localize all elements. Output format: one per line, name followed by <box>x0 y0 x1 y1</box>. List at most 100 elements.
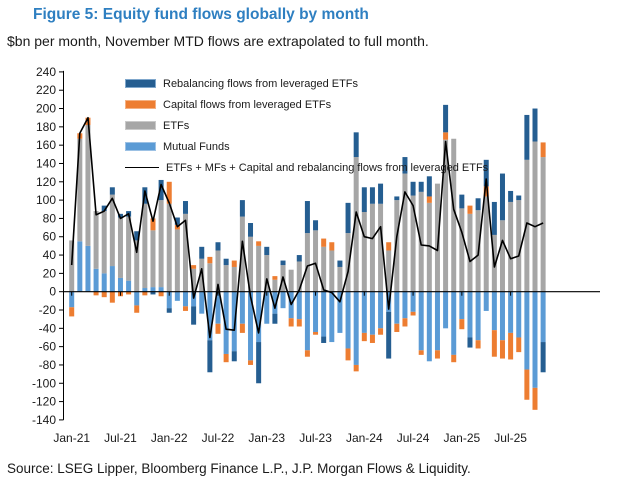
bar-segment <box>508 332 514 360</box>
bar-segment <box>394 196 400 201</box>
bar-segment <box>369 334 375 343</box>
bar-segment <box>117 277 123 292</box>
bar-segment <box>540 291 546 343</box>
bar-segment <box>426 196 432 203</box>
bar-segment <box>345 348 351 361</box>
y-axis-label: 100 <box>36 193 56 207</box>
bar-segment <box>402 173 408 292</box>
bar-segment <box>134 305 140 313</box>
y-axis-label: -40 <box>39 321 57 335</box>
x-axis-label: Jul-24 <box>397 431 430 445</box>
bar-segment <box>101 291 107 298</box>
bar-segment <box>272 291 278 314</box>
bar-segment <box>215 250 221 292</box>
bar-segment <box>345 291 351 349</box>
bar-segment <box>475 198 481 211</box>
bar-segment <box>231 260 237 267</box>
bar-segment <box>174 217 180 225</box>
bar-segment <box>304 291 310 351</box>
bar-segment <box>296 291 302 320</box>
bar-segment <box>410 181 416 196</box>
bar-segment <box>451 138 457 292</box>
source-line: Source: LSEG Lipper, Bloomberg Finance L… <box>7 461 471 476</box>
y-axis-label: 220 <box>36 83 56 97</box>
legend-item-total-line: ETFs + MFs + Capital and rebalancing flo… <box>125 157 488 178</box>
legend-item-rebalancing: Rebalancing flows from leveraged ETFs <box>125 73 488 94</box>
bar-segment <box>394 200 400 292</box>
bar-segment <box>248 236 254 292</box>
y-axis-label: 20 <box>43 266 57 280</box>
bar-segment <box>239 216 245 292</box>
y-axis-label: 160 <box>36 138 56 152</box>
legend-label: Capital flows from leveraged ETFs <box>163 98 332 111</box>
bar-segment <box>296 261 302 292</box>
bar-segment <box>459 194 465 209</box>
bar-segment <box>182 201 188 214</box>
bar-segment <box>475 291 481 341</box>
chart-legend: Rebalancing flows from leveraged ETFs Ca… <box>125 73 488 178</box>
bar-segment <box>361 332 367 342</box>
bar-segment <box>491 291 497 331</box>
bar-segment <box>353 364 359 372</box>
bar-segment <box>361 187 367 213</box>
bar-segment <box>451 291 457 355</box>
bar-segment <box>239 323 245 333</box>
bar-segment <box>93 291 99 296</box>
bar-segment <box>215 323 221 334</box>
legend-label: Rebalancing flows from leveraged ETFs <box>163 77 359 90</box>
x-axis-label: Jul-21 <box>104 431 137 445</box>
x-axis-label: Jan-21 <box>53 431 90 445</box>
x-axis-label: Jul-22 <box>202 431 235 445</box>
x-axis-label: Jan-25 <box>443 431 480 445</box>
bar-segment <box>434 291 440 351</box>
bar-segment <box>361 212 367 292</box>
bar-segment <box>361 291 367 333</box>
bar-segment <box>304 233 310 292</box>
bar-segment <box>386 311 392 359</box>
bar-segment <box>264 291 270 324</box>
bar-segment <box>540 342 546 373</box>
x-axis-label: Jan-23 <box>248 431 285 445</box>
bar-segment <box>337 291 343 333</box>
bar-segment <box>499 220 505 292</box>
bar-segment <box>223 265 229 292</box>
bar-segment <box>199 246 205 259</box>
bar-segment <box>109 291 115 303</box>
bar-segment <box>337 260 343 267</box>
bar-segment <box>459 208 465 292</box>
bar-segment <box>508 201 514 292</box>
y-axis-label: 40 <box>43 248 57 262</box>
bar-segment <box>524 114 530 160</box>
bar-segment <box>418 181 424 192</box>
bar-segment <box>207 291 213 341</box>
bar-segment <box>109 266 115 292</box>
bar-segment <box>386 242 392 251</box>
legend-label: Mutual Funds <box>163 140 230 153</box>
bar-segment <box>288 269 294 292</box>
bar-segment <box>231 291 237 352</box>
bar-segment <box>329 242 335 251</box>
legend-label: ETFs <box>163 119 190 132</box>
bar-segment <box>304 350 310 357</box>
bar-segment <box>142 203 148 289</box>
figure-title: Figure 5: Equity fund flows globally by … <box>33 6 369 23</box>
y-axis-label: 240 <box>36 65 56 79</box>
bar-segment <box>85 125 91 246</box>
bar-segment <box>378 183 384 204</box>
y-axis-label: -100 <box>32 376 56 390</box>
bar-segment <box>402 157 408 174</box>
bar-segment <box>126 216 132 281</box>
bar-segment <box>516 291 522 338</box>
bar-segment <box>378 328 384 335</box>
bar-segment <box>109 194 115 267</box>
bar-segment <box>483 159 489 187</box>
bar-segment <box>426 291 432 362</box>
bar-segment <box>191 268 197 292</box>
bar-segment <box>313 230 319 292</box>
bar-segment <box>516 200 522 292</box>
bar-segment <box>150 287 156 292</box>
bar-segment <box>369 291 375 335</box>
bar-segment <box>467 337 473 348</box>
bar-segment <box>353 157 359 292</box>
